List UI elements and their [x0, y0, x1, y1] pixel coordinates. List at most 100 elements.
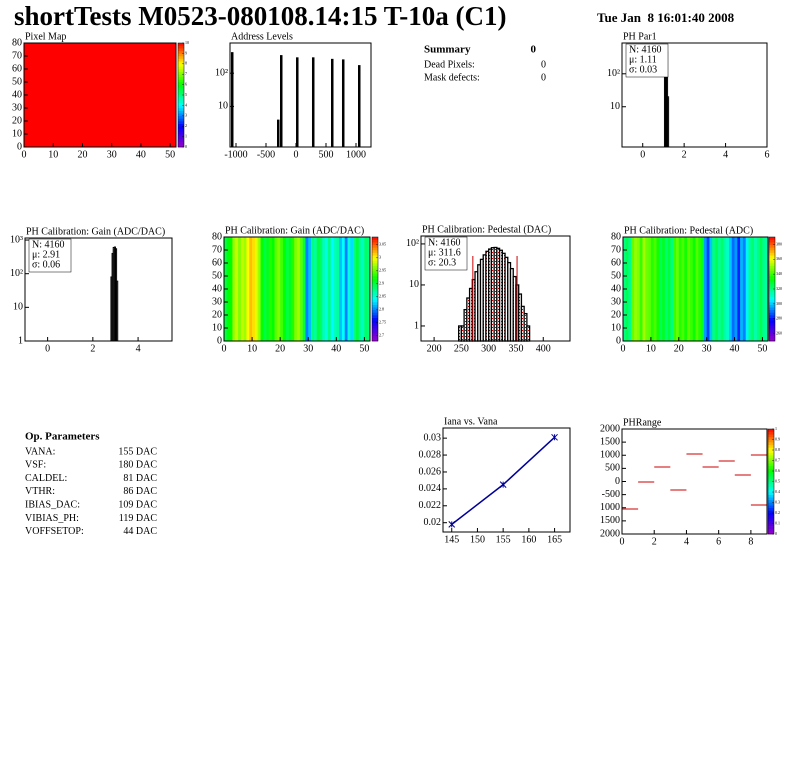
colorbar-cell	[178, 84, 184, 88]
y-tick-label: 50	[12, 76, 22, 87]
page-date: Tue Jan 8 16:01:40 2008	[597, 10, 735, 25]
colorbar-cell	[768, 486, 774, 490]
y-tick-label: 0	[17, 141, 22, 152]
colorbar-cell	[769, 283, 775, 287]
colorbar-cell	[768, 442, 774, 446]
x-tick-label: 0	[222, 343, 227, 354]
heatmap-cell	[24, 43, 176, 147]
x-tick-label: 30	[702, 343, 712, 354]
heatmap-column	[288, 237, 292, 341]
y-tick-label: 10²	[607, 68, 620, 79]
stats-line: σ: 20.3	[428, 257, 456, 268]
param-label: VSF:	[25, 460, 46, 471]
heatmap-column	[316, 237, 320, 341]
plot-title: PHRange	[623, 417, 662, 428]
colorbar-cell	[769, 328, 775, 331]
heatmap-column	[313, 237, 317, 341]
colorbar-cell	[769, 247, 775, 251]
colorbar-cell	[372, 307, 378, 311]
colorbar-cell	[768, 523, 774, 527]
x-tick-label: 0	[620, 536, 625, 547]
heatmap-column	[723, 237, 727, 341]
x-tick-label: 0	[294, 149, 299, 160]
stats-line: μ: 1.11	[629, 54, 657, 65]
y-tick-label: 60	[611, 257, 621, 268]
heatmap-column	[709, 237, 713, 341]
heatmap-column	[726, 237, 730, 341]
x-tick-label: 30	[303, 343, 313, 354]
heatmap-column	[689, 237, 694, 341]
colorbar-cell	[769, 276, 775, 279]
colorbar-cell	[768, 489, 774, 493]
colorbar-cell	[372, 294, 378, 298]
y-tick-label: 1	[414, 320, 419, 331]
colorbar-cell	[372, 252, 378, 256]
heatmap-column	[634, 237, 638, 341]
heatmap-column	[302, 237, 306, 341]
colorbar-cell	[178, 144, 184, 148]
heatmap-column	[294, 237, 298, 341]
heatmap-column	[246, 237, 250, 341]
colorbar-cell	[768, 507, 774, 511]
heatmap-column	[277, 237, 281, 341]
x-tick-label: 6	[765, 149, 770, 160]
plot-title: Address Levels	[231, 31, 293, 42]
colorbar-cell	[769, 237, 775, 240]
colorbar-cell	[372, 278, 378, 282]
heatmap-column	[341, 237, 346, 341]
heatmap-column	[291, 237, 295, 341]
stats-frame	[625, 43, 669, 78]
x-tick-label: -1000	[224, 149, 247, 160]
heatmap-column	[299, 237, 303, 341]
y-tick-label: 30	[12, 102, 22, 113]
x-tick-label: 0	[640, 149, 645, 160]
heatmap-column	[648, 237, 652, 341]
heatmap-column	[678, 237, 682, 341]
colorbar-cell	[769, 260, 775, 264]
x-tick-label: 160	[521, 534, 536, 545]
colorbar-cell	[768, 455, 774, 459]
colorbar-frame	[371, 236, 379, 342]
colorbar-tick-label: 1	[185, 134, 187, 139]
colorbar-cell	[372, 270, 378, 274]
heatmap-column	[263, 237, 267, 341]
stats-line: σ: 0.03	[629, 64, 657, 75]
heatmap-column	[333, 237, 337, 341]
colorbar-cell	[768, 447, 774, 451]
colorbar-cell	[178, 79, 184, 83]
colorbar-cell	[178, 61, 184, 65]
colorbar-tick-label: 2.9	[379, 281, 384, 286]
colorbar-cell	[178, 63, 184, 67]
y-tick-label: 10²	[406, 238, 419, 249]
spike	[311, 57, 315, 147]
colorbar-cell	[372, 281, 378, 285]
colorbar-cell	[769, 291, 775, 295]
heatmap-column	[664, 237, 668, 341]
x-tick-label: 400	[536, 343, 551, 354]
heatmap-column	[254, 237, 258, 341]
x-tick-label: 150	[470, 534, 485, 545]
x-tick-label: 200	[427, 343, 442, 354]
y-tick-label: 20	[212, 309, 222, 320]
colorbar-cell	[768, 520, 774, 524]
spike	[331, 58, 334, 147]
y-tick-label: 1000	[600, 450, 620, 461]
heatmap-column	[238, 237, 242, 341]
plot-frame	[621, 42, 768, 148]
data-point	[551, 433, 558, 441]
plot-frame	[420, 235, 571, 342]
x-tick-label: 4	[723, 149, 728, 160]
y-tick-label: 20	[611, 309, 621, 320]
colorbar-cell	[769, 333, 775, 337]
colorbar-cell	[178, 102, 184, 106]
colorbar-cell	[769, 239, 775, 243]
plot-frame	[229, 42, 372, 148]
colorbar-tick-label: 0.9	[775, 436, 780, 441]
y-tick-label: 10	[12, 128, 22, 139]
colorbar-cell	[768, 518, 774, 522]
colorbar-cell	[372, 250, 378, 253]
colorbar-cell	[769, 265, 775, 269]
colorbar-cell	[768, 450, 774, 453]
summary-label: Mask defects:	[424, 72, 480, 83]
